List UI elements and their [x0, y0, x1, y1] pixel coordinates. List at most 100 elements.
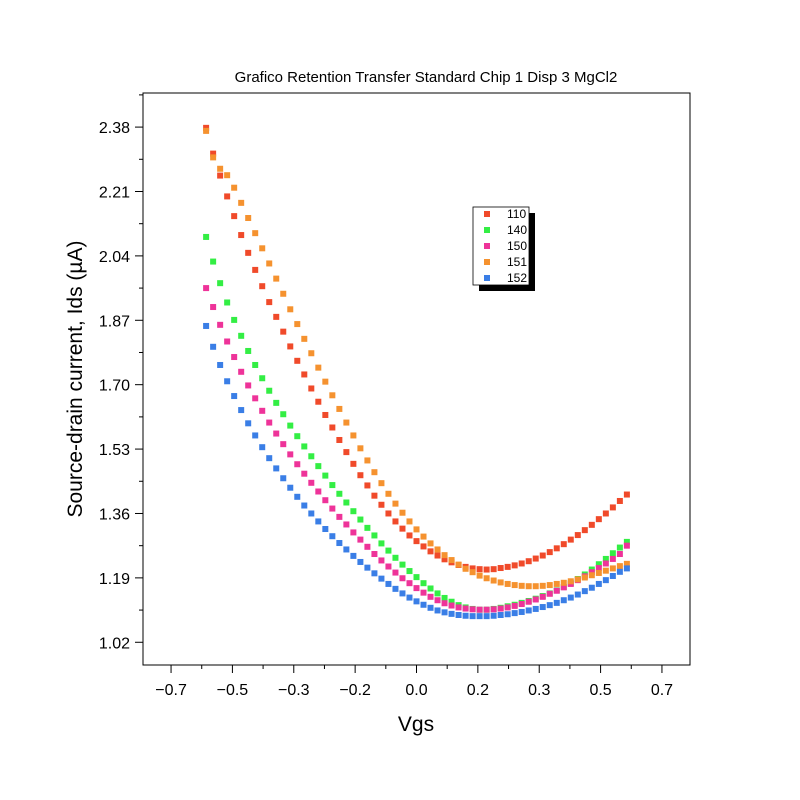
data-point — [301, 371, 308, 378]
chart-title: Grafico Retention Transfer Standard Chip… — [235, 69, 618, 86]
data-point — [231, 393, 238, 400]
data-point — [336, 513, 343, 520]
data-point — [525, 583, 532, 590]
data-point — [378, 540, 385, 547]
data-point — [322, 472, 329, 479]
data-point — [441, 556, 448, 563]
data-point — [266, 455, 273, 462]
data-point — [238, 368, 245, 375]
data-point — [448, 598, 455, 605]
data-point — [595, 580, 602, 587]
data-point — [364, 524, 371, 531]
legend-marker — [484, 259, 490, 265]
y-axis: 1.02 1.19 1.36 1.53 1.70 1.87 2.04 2.21 2.38 — [99, 94, 143, 652]
data-point — [343, 546, 350, 553]
data-point — [399, 575, 406, 582]
data-point — [287, 451, 294, 458]
data-point — [217, 321, 224, 328]
data-point — [280, 290, 287, 297]
data-point — [518, 608, 525, 615]
data-point — [574, 532, 581, 539]
data-point — [301, 470, 308, 477]
data-point — [315, 488, 322, 495]
data-point — [252, 266, 259, 273]
data-point — [294, 321, 301, 328]
data-point — [469, 569, 476, 576]
data-point — [434, 546, 441, 553]
data-point — [357, 536, 364, 543]
data-point — [273, 313, 280, 320]
data-point — [259, 375, 266, 382]
data-point — [231, 213, 238, 220]
data-point — [483, 566, 490, 573]
legend-label: 110 — [507, 207, 526, 221]
data-point — [259, 407, 266, 414]
data-point — [301, 335, 308, 342]
y-tick-label: 2.04 — [99, 249, 130, 266]
data-point — [217, 280, 224, 287]
data-point — [294, 357, 301, 364]
data-point — [462, 565, 469, 572]
data-point — [609, 572, 616, 579]
legend-label: 150 — [507, 239, 527, 253]
data-point — [420, 533, 427, 540]
data-point — [413, 598, 420, 605]
data-point — [609, 550, 616, 557]
data-point — [490, 612, 497, 619]
data-point — [343, 499, 350, 506]
data-point — [385, 563, 392, 570]
data-point — [280, 475, 287, 482]
data-point — [336, 490, 343, 497]
data-point — [525, 598, 532, 605]
data-point — [273, 275, 280, 282]
data-point — [385, 490, 392, 497]
data-point — [238, 232, 245, 239]
data-point — [224, 172, 231, 179]
data-point — [434, 590, 441, 597]
data-point — [392, 554, 399, 561]
data-point — [273, 399, 280, 406]
data-point — [280, 328, 287, 335]
data-point — [231, 184, 238, 191]
data-point — [224, 378, 231, 385]
data-point — [574, 591, 581, 598]
legend-label: 151 — [507, 255, 527, 269]
data-point — [532, 583, 539, 590]
x-tick-label: 0.3 — [528, 682, 550, 699]
data-point — [238, 332, 245, 339]
data-point — [322, 497, 329, 504]
data-point — [623, 542, 630, 549]
data-point — [203, 124, 210, 131]
data-point — [616, 551, 623, 558]
y-tick-label: 2.38 — [99, 120, 130, 137]
legend-label: 152 — [507, 271, 527, 285]
data-point — [476, 613, 483, 620]
data-point — [532, 605, 539, 612]
data-point — [483, 575, 490, 582]
data-point — [406, 580, 413, 587]
data-point — [490, 577, 497, 584]
data-point — [476, 572, 483, 579]
data-point — [574, 576, 581, 583]
data-point — [602, 560, 609, 567]
data-point — [224, 338, 231, 345]
data-point — [224, 299, 231, 306]
data-point — [371, 532, 378, 539]
data-point — [210, 343, 217, 350]
x-tick-label: −0.3 — [278, 682, 310, 699]
data-point — [252, 361, 259, 368]
data-point — [357, 445, 364, 452]
data-point — [287, 306, 294, 313]
x-tick-label: −0.2 — [339, 682, 371, 699]
data-point — [392, 585, 399, 592]
data-point — [399, 561, 406, 568]
data-point — [224, 193, 231, 200]
data-point — [350, 460, 357, 467]
data-point — [336, 540, 343, 547]
data-point — [490, 566, 497, 573]
data-point — [280, 441, 287, 448]
data-point — [616, 544, 623, 551]
data-point — [588, 572, 595, 579]
data-point — [350, 508, 357, 515]
data-point — [308, 510, 315, 517]
